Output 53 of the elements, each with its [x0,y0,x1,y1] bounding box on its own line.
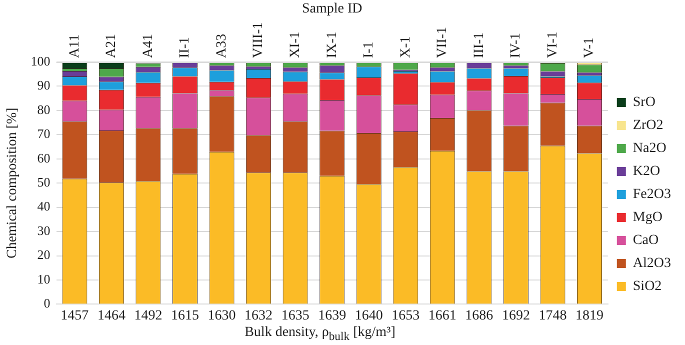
y-tick-label: 50 [37,174,50,190]
text: IV-1 [508,32,524,58]
legend-label: MgO [632,210,662,226]
y-tick-label: 70 [37,126,50,142]
text: VI-1 [545,32,560,58]
y-tick-label: 10 [37,271,50,286]
y-tick-label: 90 [37,78,50,93]
text: III-1 [472,32,487,58]
text: XI-1 [288,32,303,58]
legend-label: ZrO2 [632,118,664,134]
legend-label: Na2O [632,141,666,156]
x-tick-label: 1640 [354,308,383,324]
x-tick-label: 1748 [538,308,567,324]
text: VIII-1 [251,22,266,58]
x-axis-title: Bulk density, ρ$_{bulk}$ [kg/m³] [244,325,396,343]
legend-label: Fe2O3 [632,187,672,202]
text: II-1 [178,37,193,58]
x-tick-label: 1686 [465,308,494,324]
text: A41 [140,34,156,58]
text: X-1 [398,36,414,58]
y-tick-label: 60 [37,150,50,166]
text: IX-1 [324,32,340,58]
legend-label: K2O [632,164,660,180]
x-tick-label: 1819 [576,308,604,324]
text: A21 [104,34,120,58]
text: V-1 [582,38,598,58]
x-tick-label: 1632 [244,308,273,324]
x-tick-label: 1615 [171,308,200,324]
x-tick-label: 1630 [208,308,236,324]
x-tick-label: 1653 [392,308,420,324]
y-tick-label: 20 [37,247,50,262]
x-tick-label: 1661 [428,308,456,324]
y-tick-label: 40 [37,198,50,214]
legend-label: SiO2 [632,279,662,294]
x-tick-label: 1635 [281,308,310,324]
x-tick-label: 1492 [134,308,162,324]
x-tick-label: 1464 [97,308,126,324]
text: I-1 [362,42,377,58]
y-tick-label: 100 [30,53,50,68]
y-tick-label: 30 [37,222,50,238]
x-tick-label: 1457 [60,308,89,324]
x-tick-label: 1692 [502,308,530,324]
y-tick-label: 80 [37,102,50,117]
legend-label: CaO [632,233,659,248]
text: VII-1 [435,26,450,58]
y-tick-label: 0 [44,296,50,311]
text: A33 [214,34,230,58]
x2-axis-title: Sample ID [302,2,362,17]
legend-label: Al2O3 [632,256,672,272]
x-tick-label: 1639 [318,308,346,324]
text: A11 [67,34,82,58]
y-axis-title: Chemical composition [%] [5,108,20,259]
legend-label: SrO [632,95,656,110]
